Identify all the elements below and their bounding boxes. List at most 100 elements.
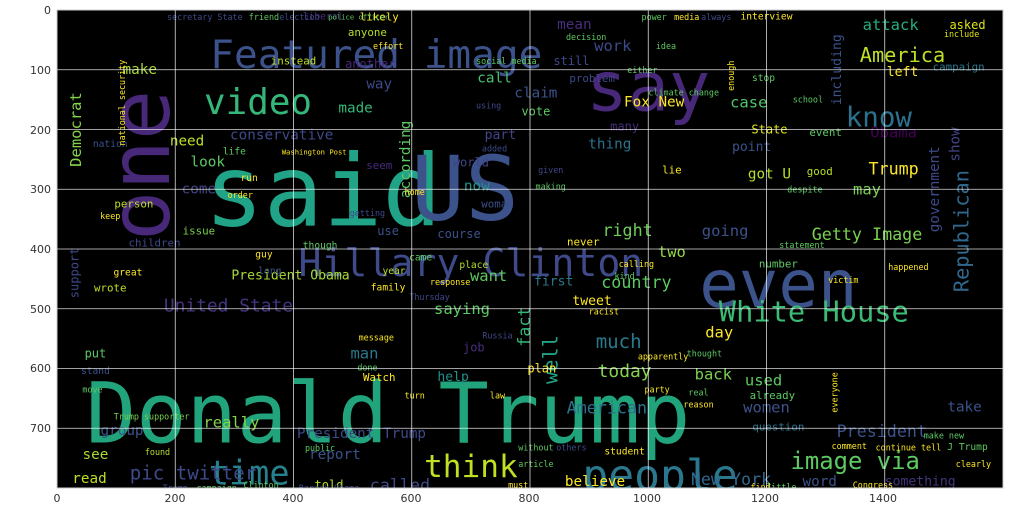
word: Getty Image xyxy=(812,224,923,244)
word: much xyxy=(596,330,642,353)
y-tick-label: 300 xyxy=(30,183,51,196)
word: one xyxy=(91,90,189,241)
word: world xyxy=(453,155,489,169)
word: make new xyxy=(924,430,965,440)
word: J Trump xyxy=(947,442,988,453)
word: came xyxy=(409,252,432,263)
word: guy xyxy=(255,249,273,260)
word: move xyxy=(82,384,102,394)
x-axis: 0 200 400 600 800 1000 1200 1400 xyxy=(54,492,898,505)
word: point xyxy=(732,140,771,155)
word: thought xyxy=(687,349,722,359)
word: party xyxy=(645,384,670,394)
word: liberal xyxy=(303,12,343,23)
word: today xyxy=(598,361,652,382)
word: given xyxy=(538,165,563,175)
word: life xyxy=(223,147,246,158)
word: know xyxy=(846,102,913,134)
x-tick-label: 800 xyxy=(519,492,540,505)
word: Congress xyxy=(853,480,893,490)
word: found xyxy=(145,447,170,457)
word: must xyxy=(508,480,528,490)
word: United State xyxy=(164,295,293,316)
word: call xyxy=(477,71,511,87)
word: social media xyxy=(476,56,537,66)
word: comment xyxy=(832,441,867,451)
word: see xyxy=(83,447,109,463)
word: day xyxy=(705,324,733,342)
word: help xyxy=(437,370,469,385)
word: conservative xyxy=(230,127,333,143)
word: added xyxy=(482,144,507,154)
word: secretary State xyxy=(167,12,243,22)
word: President xyxy=(837,421,927,441)
word: run xyxy=(240,173,257,184)
y-tick-label: 200 xyxy=(30,124,51,137)
word: police officer xyxy=(328,13,389,22)
word: President Trump xyxy=(297,426,426,442)
word: way xyxy=(366,77,392,93)
word: used xyxy=(745,371,782,389)
word: show xyxy=(948,127,964,162)
word: look xyxy=(191,154,226,170)
word: election xyxy=(279,12,319,22)
word: Watch xyxy=(363,371,396,384)
y-tick-label: 700 xyxy=(30,422,51,435)
word: victim xyxy=(828,275,858,285)
word: want xyxy=(470,267,507,285)
word: effort xyxy=(373,41,403,51)
word: wrote xyxy=(94,281,127,294)
word: group xyxy=(101,423,144,439)
word: said xyxy=(204,135,441,250)
word: order xyxy=(228,190,253,200)
word: continue tell xyxy=(876,442,942,452)
word: America xyxy=(860,43,945,67)
word: turn xyxy=(405,390,425,400)
word: school xyxy=(793,95,823,105)
word: use xyxy=(377,224,399,238)
word: student xyxy=(604,447,644,458)
grid-lines xyxy=(57,10,1003,488)
word: law xyxy=(490,390,506,400)
x-tick-label: 0 xyxy=(54,492,61,505)
word: great xyxy=(114,267,143,278)
word: another xyxy=(345,57,396,71)
word: President Obama xyxy=(231,268,349,283)
word: anyone xyxy=(348,26,387,39)
y-tick-label: 0 xyxy=(44,4,51,17)
word: Trump supporter xyxy=(114,411,190,421)
word: long xyxy=(258,266,281,277)
word: put xyxy=(85,347,107,361)
word: mean xyxy=(557,17,591,33)
word: idea xyxy=(656,41,676,51)
word: already xyxy=(750,389,796,402)
word: well xyxy=(539,335,563,384)
word: reason xyxy=(683,399,713,409)
word: even xyxy=(699,247,857,323)
y-tick-label: 100 xyxy=(30,64,51,77)
word: message xyxy=(359,332,394,342)
y-axis: 0 100 200 300 400 500 600 700 xyxy=(30,4,51,435)
word: include xyxy=(944,29,979,39)
word: work xyxy=(594,37,632,55)
word: thing xyxy=(588,136,631,152)
word: family xyxy=(371,282,406,293)
word: job xyxy=(463,341,485,355)
word: person xyxy=(114,198,153,211)
word: according xyxy=(398,121,414,198)
word: never xyxy=(567,235,600,248)
word: find xyxy=(751,482,771,492)
x-tick-label: 1400 xyxy=(869,492,897,505)
word: racist xyxy=(589,307,619,317)
word: going xyxy=(702,222,749,240)
word: power xyxy=(642,12,667,22)
plot-border xyxy=(56,9,1004,489)
word: White House xyxy=(719,295,909,329)
word: clearly xyxy=(956,459,991,469)
x-tick-label: 1200 xyxy=(751,492,779,505)
word: calling xyxy=(619,259,654,269)
x-tick-label: 200 xyxy=(165,492,186,505)
word: people xyxy=(582,451,737,501)
word: without xyxy=(518,442,553,452)
